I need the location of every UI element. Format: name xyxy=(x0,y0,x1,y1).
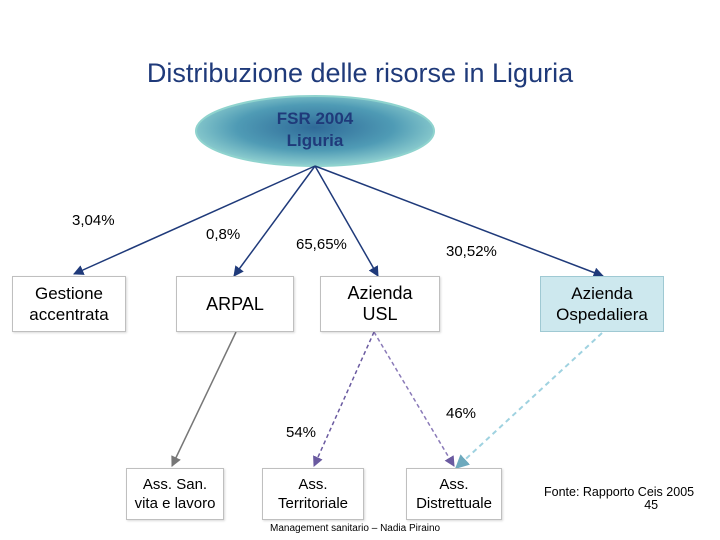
node-azienda-ospedaliera: Azienda Ospedaliera xyxy=(540,276,664,332)
arrow-to-arpal xyxy=(233,165,316,277)
assdistr-line2: Distrettuale xyxy=(416,495,492,512)
arpal-label: ARPAL xyxy=(206,293,264,314)
pct-arpal: 0,8% xyxy=(206,226,241,243)
root-line2: Liguria xyxy=(286,131,344,150)
ospedaliera-line1: Azienda xyxy=(571,284,633,303)
ospedaliera-line2: Ospedaliera xyxy=(556,305,648,324)
root-node: FSR 2004 Liguria xyxy=(200,108,430,152)
arrow-to-usl xyxy=(314,165,379,277)
node-gestione-accentrata: Gestione accentrata xyxy=(12,276,126,332)
arrow-osp-to-assdistr xyxy=(454,332,603,469)
arrow-to-gestione xyxy=(73,165,316,275)
node-ass-san-vita-lavoro: Ass. San. vita e lavoro xyxy=(126,468,224,520)
asssan-line1: Ass. San. xyxy=(142,476,208,493)
node-azienda-usl: Azienda USL xyxy=(320,276,440,332)
node-ass-territoriale: Ass. Territoriale xyxy=(262,468,364,520)
footer-author: Management sanitario – Nadia Piraino xyxy=(270,523,441,534)
source-note: Fonte: Rapporto Ceis 2005 45 xyxy=(544,486,694,512)
assdistr-line1: Ass. xyxy=(439,476,469,493)
arrow-arpal-to-asssan xyxy=(171,331,237,467)
gestione-line1: Gestione xyxy=(34,284,104,303)
gestione-line2: accentrata xyxy=(29,305,109,324)
node-ass-distrettuale: Ass. Distrettuale xyxy=(406,468,502,520)
page-number: 45 xyxy=(644,498,659,512)
source-text: Fonte: Rapporto Ceis 2005 xyxy=(544,485,695,499)
pct-gestione: 3,04% xyxy=(72,212,115,229)
node-arpal: ARPAL xyxy=(176,276,294,332)
root-line1: FSR 2004 xyxy=(276,109,354,128)
usl-line2: USL xyxy=(362,304,398,324)
slide-title: Distribuzione delle risorse in Liguria xyxy=(146,58,574,88)
assterr-line2: Territoriale xyxy=(277,495,349,512)
pct-territoriale: 54% xyxy=(286,424,317,441)
arrow-to-ospedaliera xyxy=(314,165,604,278)
pct-usl: 65,65% xyxy=(296,236,347,253)
arrow-usl-to-assdistr xyxy=(373,331,455,467)
pct-ospedaliera: 30,52% xyxy=(446,243,497,260)
assterr-line1: Ass. xyxy=(298,476,328,493)
arrow-usl-to-asster xyxy=(313,331,375,467)
pct-distrettuale: 46% xyxy=(446,405,477,422)
asssan-line2: vita e lavoro xyxy=(134,495,216,512)
usl-line1: Azienda xyxy=(347,283,413,303)
